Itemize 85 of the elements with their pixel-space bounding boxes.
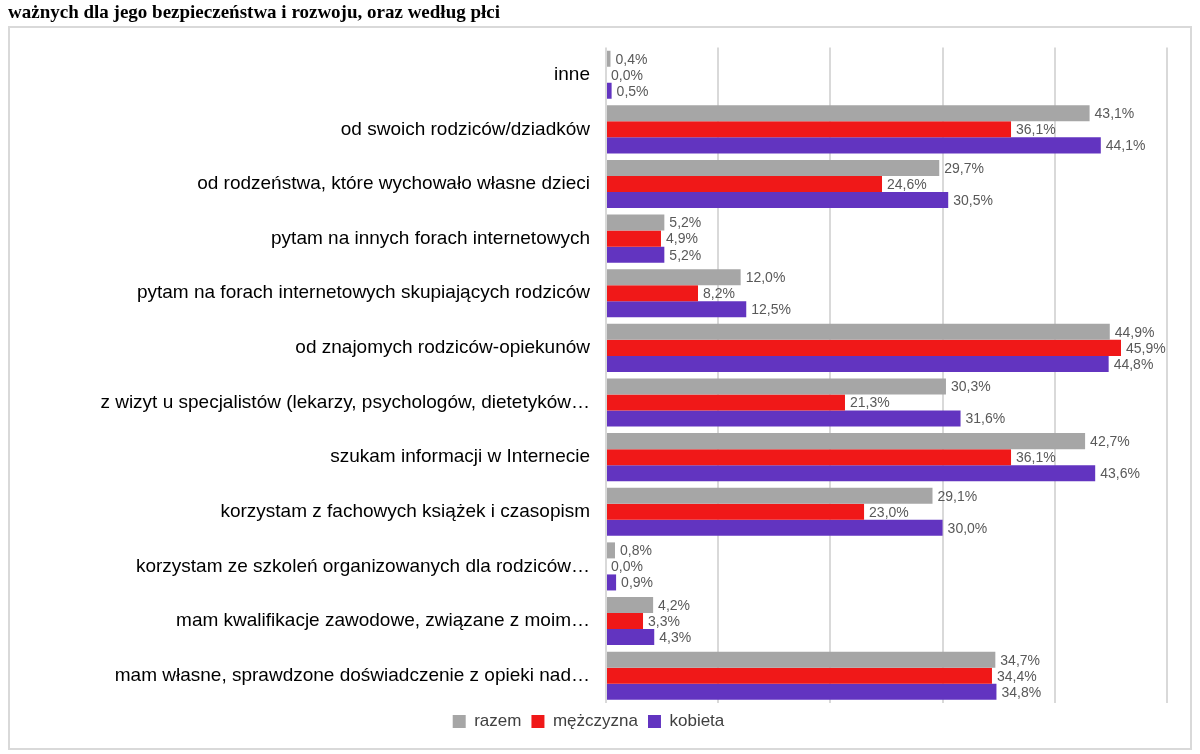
y-tick-label: od znajomych rodziców-opiekunów: [295, 336, 591, 358]
bar: [607, 683, 997, 700]
data-label: 8,2%: [703, 285, 735, 302]
data-label: 36,1%: [1016, 449, 1056, 466]
bar: [607, 667, 992, 684]
bar: [607, 651, 996, 668]
bar: [607, 378, 946, 395]
bar: [607, 246, 665, 263]
bar: [607, 323, 1110, 340]
bar: [607, 339, 1121, 356]
data-label: 30,0%: [947, 519, 988, 536]
data-label: 24,6%: [887, 175, 927, 192]
y-tick-label: pytam na innych forach internetowych: [271, 226, 590, 248]
y-tick-label: z wizyt u specjalistów (lekarzy, psychologów, dietetyków…: [100, 390, 590, 412]
bar: [607, 82, 612, 99]
bar: [607, 355, 1109, 372]
data-label: 0,8%: [619, 542, 652, 559]
data-label: 21,3%: [849, 394, 890, 411]
data-label: 0,5%: [616, 82, 649, 99]
data-label: 5,2%: [669, 246, 702, 263]
data-label: 44,1%: [1105, 137, 1146, 154]
data-label: 12,5%: [751, 301, 791, 318]
data-label: 4,9%: [665, 230, 698, 247]
data-label: 34,7%: [1000, 651, 1041, 668]
bar: [607, 394, 845, 411]
bar: [607, 214, 665, 231]
data-label: 44,8%: [1113, 355, 1154, 372]
bar: [607, 269, 741, 286]
bar: [607, 159, 940, 176]
legend-label: kobieta: [669, 711, 725, 731]
bar: [607, 519, 943, 536]
bar: [607, 137, 1101, 154]
data-label: 34,4%: [996, 667, 1037, 684]
bar: [607, 503, 865, 520]
bar: [607, 433, 1086, 450]
data-label: 30,3%: [950, 378, 991, 395]
data-label: 29,1%: [937, 487, 978, 504]
bar: [607, 285, 698, 302]
bar: [607, 613, 644, 630]
data-label: 29,7%: [944, 159, 984, 176]
data-label: 45,9%: [1126, 339, 1166, 356]
y-tick-label: pytam na forach internetowych skupiających rodziców: [136, 281, 591, 303]
data-label: 12,0%: [745, 269, 786, 286]
data-label: 36,1%: [1016, 121, 1056, 138]
bar: [607, 230, 661, 247]
bar: [607, 105, 1090, 122]
data-label: 30,5%: [953, 191, 993, 208]
bar: [607, 301, 747, 318]
y-tick-label: korzystam ze szkoleń organizowanych dla rodziców…: [135, 554, 590, 576]
bar: [607, 465, 1096, 482]
data-label: 31,6%: [965, 410, 1006, 427]
data-label: 3,3%: [648, 612, 680, 629]
bar: [607, 192, 949, 209]
bar: [607, 449, 1012, 466]
data-label: 34,8%: [1001, 683, 1042, 700]
bar: [607, 597, 654, 614]
y-tick-label: od swoich rodziców/dziadków: [340, 117, 591, 139]
data-label: 4,3%: [659, 628, 692, 645]
y-tick-label: inne: [554, 62, 590, 84]
bar: [607, 542, 615, 559]
legend-label: mężczyzna: [552, 711, 639, 731]
data-label: 0,0%: [611, 558, 643, 575]
y-tick-label: mam własne, sprawdzone doświadczenie z opieki nad…: [114, 663, 590, 685]
y-tick-label: szukam informacji w Internecie: [330, 445, 590, 467]
bar: [607, 487, 933, 504]
bar: [607, 574, 617, 591]
data-label: 43,6%: [1100, 465, 1140, 482]
y-tick-label: od rodzeństwa, które wychowało własne dzieci: [197, 172, 590, 194]
data-label: 0,4%: [615, 50, 648, 67]
bar: [607, 629, 655, 646]
text: ważnych dla jego bezpieczeństwa i rozwoju, oraz według płci: [8, 1, 501, 23]
data-label: 42,7%: [1090, 432, 1130, 449]
bar: [607, 121, 1012, 138]
y-tick-label: mam kwalifikacje zawodowe, związane z moim…: [176, 609, 590, 631]
y-tick-label: korzystam z fachowych książek i czasopism: [220, 500, 590, 522]
legend-label: razem: [474, 711, 522, 731]
data-label: 43,1%: [1094, 105, 1135, 122]
data-label: 5,2%: [669, 214, 702, 231]
data-label: 4,2%: [658, 596, 691, 613]
data-label: 0,9%: [621, 574, 654, 591]
bar: [607, 175, 883, 192]
data-label: 0,0%: [611, 66, 643, 83]
data-label: 44,9%: [1114, 323, 1155, 340]
data-label: 23,0%: [869, 503, 909, 520]
bar: [607, 410, 961, 427]
